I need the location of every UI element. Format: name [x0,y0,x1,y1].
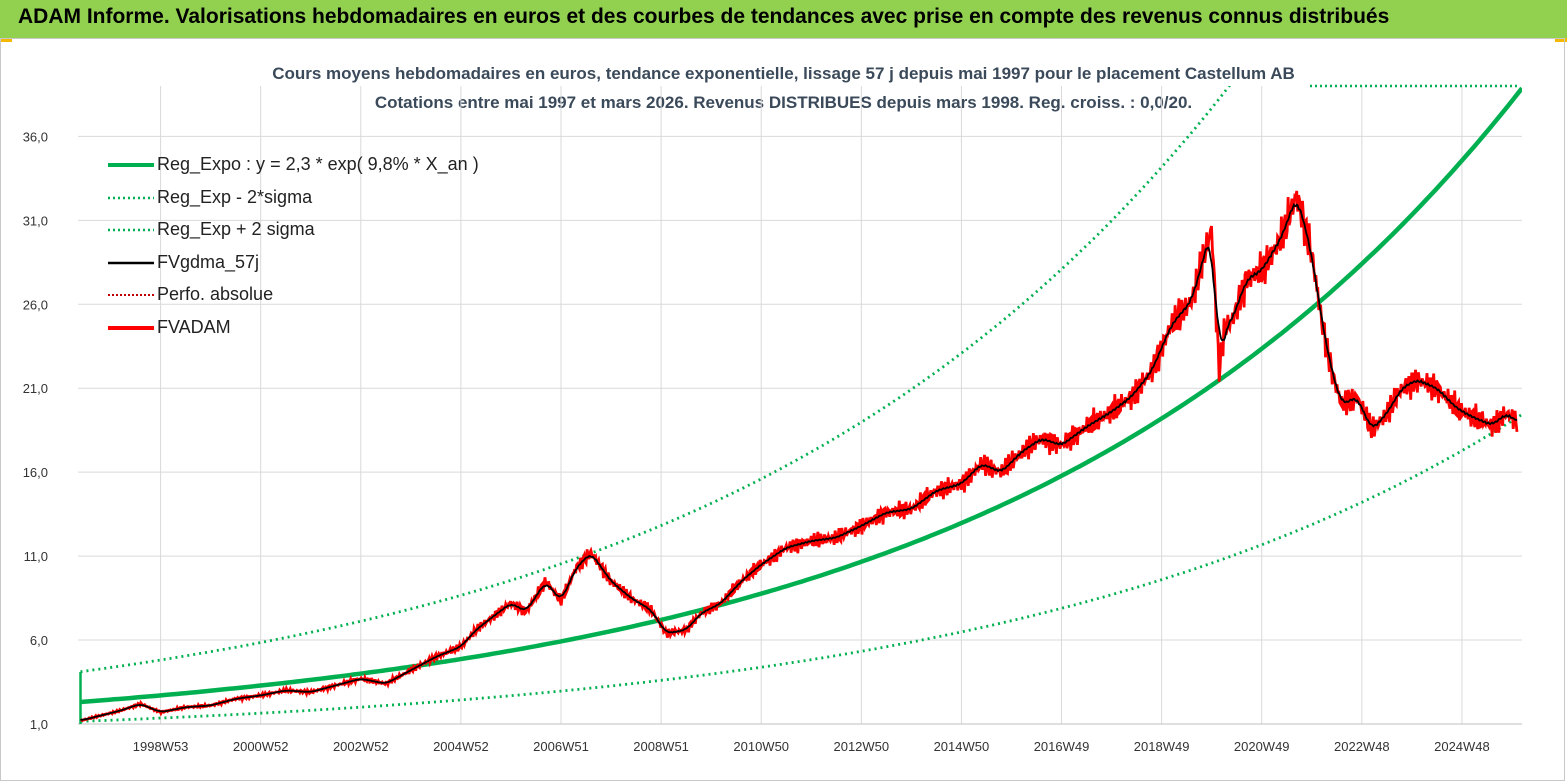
legend-label: Reg_Expo : y = 2,3 * exp( 9,8% * X_an ) [157,154,479,174]
legend-label: Perfo. absolue [157,284,274,304]
series-fvgdma-57j [80,202,1518,721]
x-tick-label: 2012W50 [833,739,889,754]
series-reg-exp-plus [80,86,1231,674]
x-tick-label: 2004W52 [433,739,489,754]
x-tick-label: 2024W48 [1434,739,1490,754]
y-tick-label: 31,0 [23,213,48,228]
series-reg-exp-minus [80,413,1522,723]
x-tick-label: 2008W51 [633,739,689,754]
legend-label: Reg_Exp + 2 sigma [157,219,315,239]
x-tick-label: 2016W49 [1034,739,1090,754]
x-tick-label: 2020W49 [1234,739,1290,754]
y-tick-label: 11,0 [24,549,48,564]
legend-swatch-green-solid [108,163,154,167]
series-group [79,86,1522,724]
y-tick-label: 16,0 [23,465,48,480]
x-tick-label: 2022W48 [1334,739,1390,754]
x-axis-ticks: 1998W53 2000W52 2002W52 2004W52 2006W51 2008W… [133,739,1490,754]
chart-subtitle: Cotations entre mai 1997 et mars 2026. R… [374,93,1193,112]
series-perfo-absolue [80,190,1518,722]
chart-frame [0,38,1565,781]
y-tick-label: 1,0 [30,717,48,732]
legend-swatch-green-dotted [108,228,154,232]
legend-label: FVgdma_57j [157,251,260,272]
x-tick-label: 2010W50 [733,739,789,754]
y-tick-label: 36,0 [23,129,48,144]
legend-label: Reg_Exp - 2*sigma [157,186,313,207]
x-tick-label: 2006W51 [533,739,589,754]
legend-swatch-green-dotted [108,196,154,199]
series-reg-expo [80,86,1522,705]
corner-mark-left [0,38,12,42]
x-tick-label: 1998W53 [133,739,189,754]
x-tick-label: 2018W49 [1134,739,1190,754]
corner-mark-right [1555,38,1567,42]
y-axis-ticks: 1,0 6,0 11,0 16,0 21,0 26,0 31,0 36,0 [23,129,48,732]
y-tick-label: 21,0 [23,381,48,396]
header-banner: ADAM Informe. Valorisations hebdomadaire… [0,0,1567,38]
y-tick-label: 26,0 [23,297,48,312]
legend-label: FVADAM [157,316,231,337]
legend-swatch-red-solid [108,325,154,330]
legend-swatch-red-dotted [108,294,154,296]
legend-swatch-black-solid [108,261,154,264]
x-tick-label: 2014W50 [934,739,990,754]
chart-title: Cours moyens hebdomadaires en euros, ten… [272,64,1295,83]
series-fvadam [80,190,1519,723]
x-tick-label: 2002W52 [333,739,389,754]
grid-lines [78,86,1522,725]
x-tick-label: 2000W52 [233,739,289,754]
header-title: ADAM Informe. Valorisations hebdomadaire… [18,5,1390,28]
y-tick-label: 6,0 [30,633,48,648]
